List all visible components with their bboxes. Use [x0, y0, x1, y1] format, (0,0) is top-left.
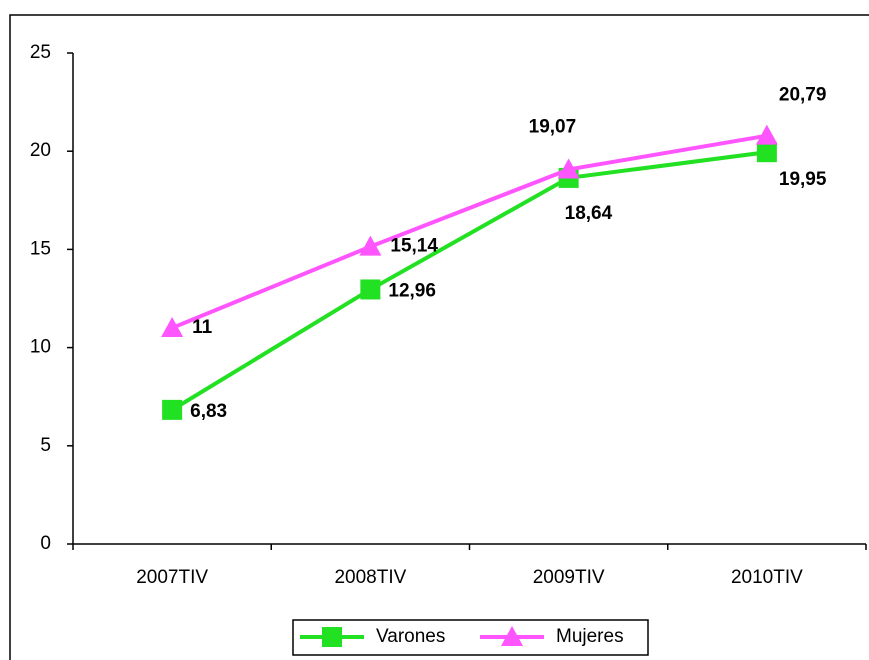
legend-label: Varones	[376, 626, 445, 647]
data-label: 18,64	[565, 203, 613, 224]
marker	[162, 399, 183, 420]
y-tick-label: 25	[30, 42, 51, 63]
marker	[501, 626, 523, 646]
marker	[161, 316, 184, 337]
data-label: 6,83	[190, 401, 227, 422]
y-tick-label: 20	[30, 140, 51, 161]
marker	[755, 124, 778, 145]
data-label: 12,96	[388, 280, 436, 301]
y-tick-label: 10	[30, 337, 51, 358]
x-tick-label: 2009TIV	[533, 567, 605, 588]
data-label: 19,95	[779, 169, 827, 190]
legend: Varones Mujeres	[292, 619, 649, 656]
marker	[360, 279, 381, 300]
y-tick-label: 5	[40, 435, 51, 456]
marker	[557, 158, 580, 179]
marker	[322, 627, 342, 647]
data-label: 19,07	[529, 116, 577, 137]
marker	[359, 235, 382, 256]
y-tick-label: 0	[40, 533, 51, 554]
x-tick-label: 2010TIV	[731, 567, 803, 588]
legend-label: Mujeres	[556, 626, 624, 647]
y-tick-label: 15	[30, 238, 51, 259]
data-label: 15,14	[390, 236, 438, 257]
data-label: 11	[192, 317, 213, 338]
x-tick-label: 2008TIV	[334, 567, 406, 588]
x-tick-label: 2007TIV	[136, 567, 208, 588]
marker	[756, 142, 777, 163]
series-line	[171, 133, 768, 330]
chart-border	[9, 14, 869, 660]
series-line	[171, 150, 768, 412]
data-label: 20,79	[779, 85, 827, 106]
